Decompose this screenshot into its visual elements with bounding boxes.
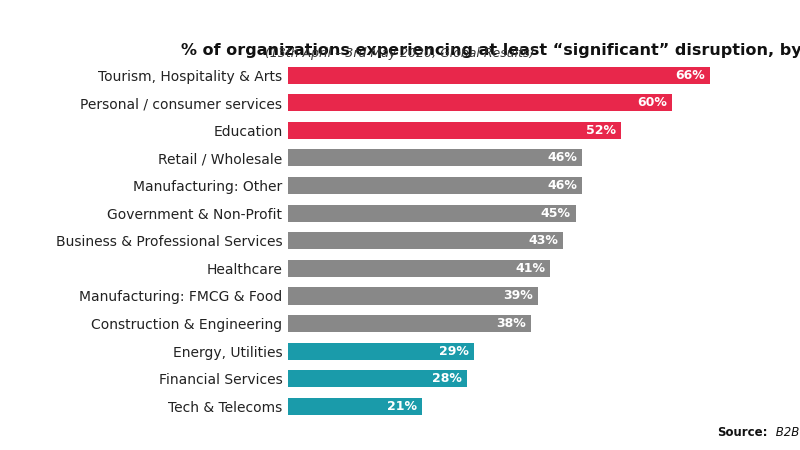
Bar xyxy=(288,370,467,387)
Bar xyxy=(288,177,582,194)
Bar xyxy=(288,260,550,277)
Bar xyxy=(288,67,710,84)
Text: 39%: 39% xyxy=(502,289,533,302)
Text: 21%: 21% xyxy=(387,400,418,413)
Text: 41%: 41% xyxy=(515,262,546,275)
Bar xyxy=(288,205,576,222)
Text: 66%: 66% xyxy=(675,68,706,81)
Bar xyxy=(288,94,672,111)
Text: B2B International: B2B International xyxy=(772,426,800,439)
Text: 28%: 28% xyxy=(432,372,462,385)
Text: Source:: Source: xyxy=(718,426,768,439)
Bar xyxy=(288,288,538,305)
Text: 46%: 46% xyxy=(547,151,578,164)
Title: % of organizations experiencing at least “significant” disruption, by vertical: % of organizations experiencing at least… xyxy=(181,44,800,58)
Text: 43%: 43% xyxy=(528,234,558,247)
Text: 45%: 45% xyxy=(541,207,571,220)
Text: 52%: 52% xyxy=(586,124,616,137)
Bar xyxy=(288,122,621,139)
Text: 46%: 46% xyxy=(547,179,578,192)
Bar xyxy=(288,232,563,249)
Text: (13th April – 3rd May 2020, Global Results): (13th April – 3rd May 2020, Global Resul… xyxy=(266,47,534,60)
Text: 60%: 60% xyxy=(637,96,667,109)
Bar xyxy=(288,149,582,166)
Bar xyxy=(288,398,422,415)
Text: 38%: 38% xyxy=(496,317,526,330)
Bar xyxy=(288,315,531,332)
Text: 29%: 29% xyxy=(438,345,469,358)
Bar xyxy=(288,342,474,360)
